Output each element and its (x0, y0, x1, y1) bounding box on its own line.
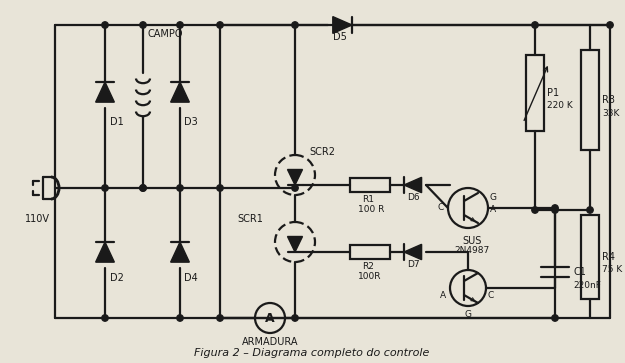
Polygon shape (288, 170, 302, 185)
Text: G: G (490, 193, 497, 203)
Text: D2: D2 (110, 273, 124, 283)
Polygon shape (332, 17, 352, 33)
Text: SCR2: SCR2 (309, 147, 335, 157)
Circle shape (177, 315, 183, 321)
Text: D3: D3 (184, 117, 198, 127)
Circle shape (552, 207, 558, 213)
Circle shape (607, 22, 613, 28)
Text: D7: D7 (407, 260, 419, 269)
Bar (581, 50, 599, 150)
Text: SUS: SUS (462, 236, 482, 246)
Bar (526, 55, 544, 131)
Polygon shape (171, 82, 189, 102)
Text: D1: D1 (110, 117, 124, 127)
Circle shape (532, 207, 538, 213)
Circle shape (587, 207, 593, 213)
Circle shape (140, 185, 146, 191)
Polygon shape (171, 242, 189, 262)
Circle shape (292, 22, 298, 28)
Text: 33K: 33K (602, 109, 619, 118)
Bar (581, 215, 599, 299)
Text: 220nF: 220nF (573, 281, 601, 290)
Text: 2N4987: 2N4987 (454, 246, 489, 255)
Circle shape (177, 185, 183, 191)
Text: R3: R3 (602, 95, 615, 105)
Polygon shape (404, 177, 422, 193)
Circle shape (217, 315, 223, 321)
Text: D5: D5 (333, 32, 347, 42)
Circle shape (140, 22, 146, 28)
Text: R2: R2 (362, 262, 374, 271)
Text: D4: D4 (184, 273, 198, 283)
Circle shape (102, 315, 108, 321)
Text: P1: P1 (547, 88, 559, 98)
Polygon shape (404, 244, 422, 260)
Bar (350, 245, 390, 259)
Text: A: A (490, 205, 496, 215)
Text: A: A (440, 291, 446, 301)
Circle shape (140, 185, 146, 191)
Circle shape (552, 315, 558, 321)
Bar (350, 178, 390, 192)
Circle shape (102, 185, 108, 191)
Circle shape (292, 185, 298, 191)
Text: C1: C1 (573, 267, 586, 277)
Polygon shape (288, 237, 302, 252)
Circle shape (217, 185, 223, 191)
Polygon shape (96, 82, 114, 102)
Circle shape (552, 205, 558, 211)
Text: 100R: 100R (358, 272, 381, 281)
Text: R1: R1 (362, 195, 374, 204)
Circle shape (217, 22, 223, 28)
Text: 75 K: 75 K (602, 265, 622, 274)
Text: Figura 2 – Diagrama completo do controle: Figura 2 – Diagrama completo do controle (194, 348, 430, 358)
Text: R4: R4 (602, 252, 615, 262)
Text: A: A (265, 311, 275, 325)
Text: SCR1: SCR1 (237, 214, 263, 224)
Text: ARMADURA: ARMADURA (242, 337, 298, 347)
Circle shape (102, 22, 108, 28)
Circle shape (532, 22, 538, 28)
Text: 110V: 110V (24, 214, 49, 224)
Text: CAMPO: CAMPO (147, 29, 182, 39)
Text: D6: D6 (407, 193, 419, 202)
Text: G: G (464, 310, 471, 319)
Text: 100 R: 100 R (358, 205, 384, 214)
Circle shape (292, 315, 298, 321)
Text: C: C (438, 204, 444, 212)
Circle shape (177, 22, 183, 28)
Polygon shape (96, 242, 114, 262)
Text: 220 K: 220 K (547, 102, 572, 110)
Text: C: C (488, 291, 494, 301)
